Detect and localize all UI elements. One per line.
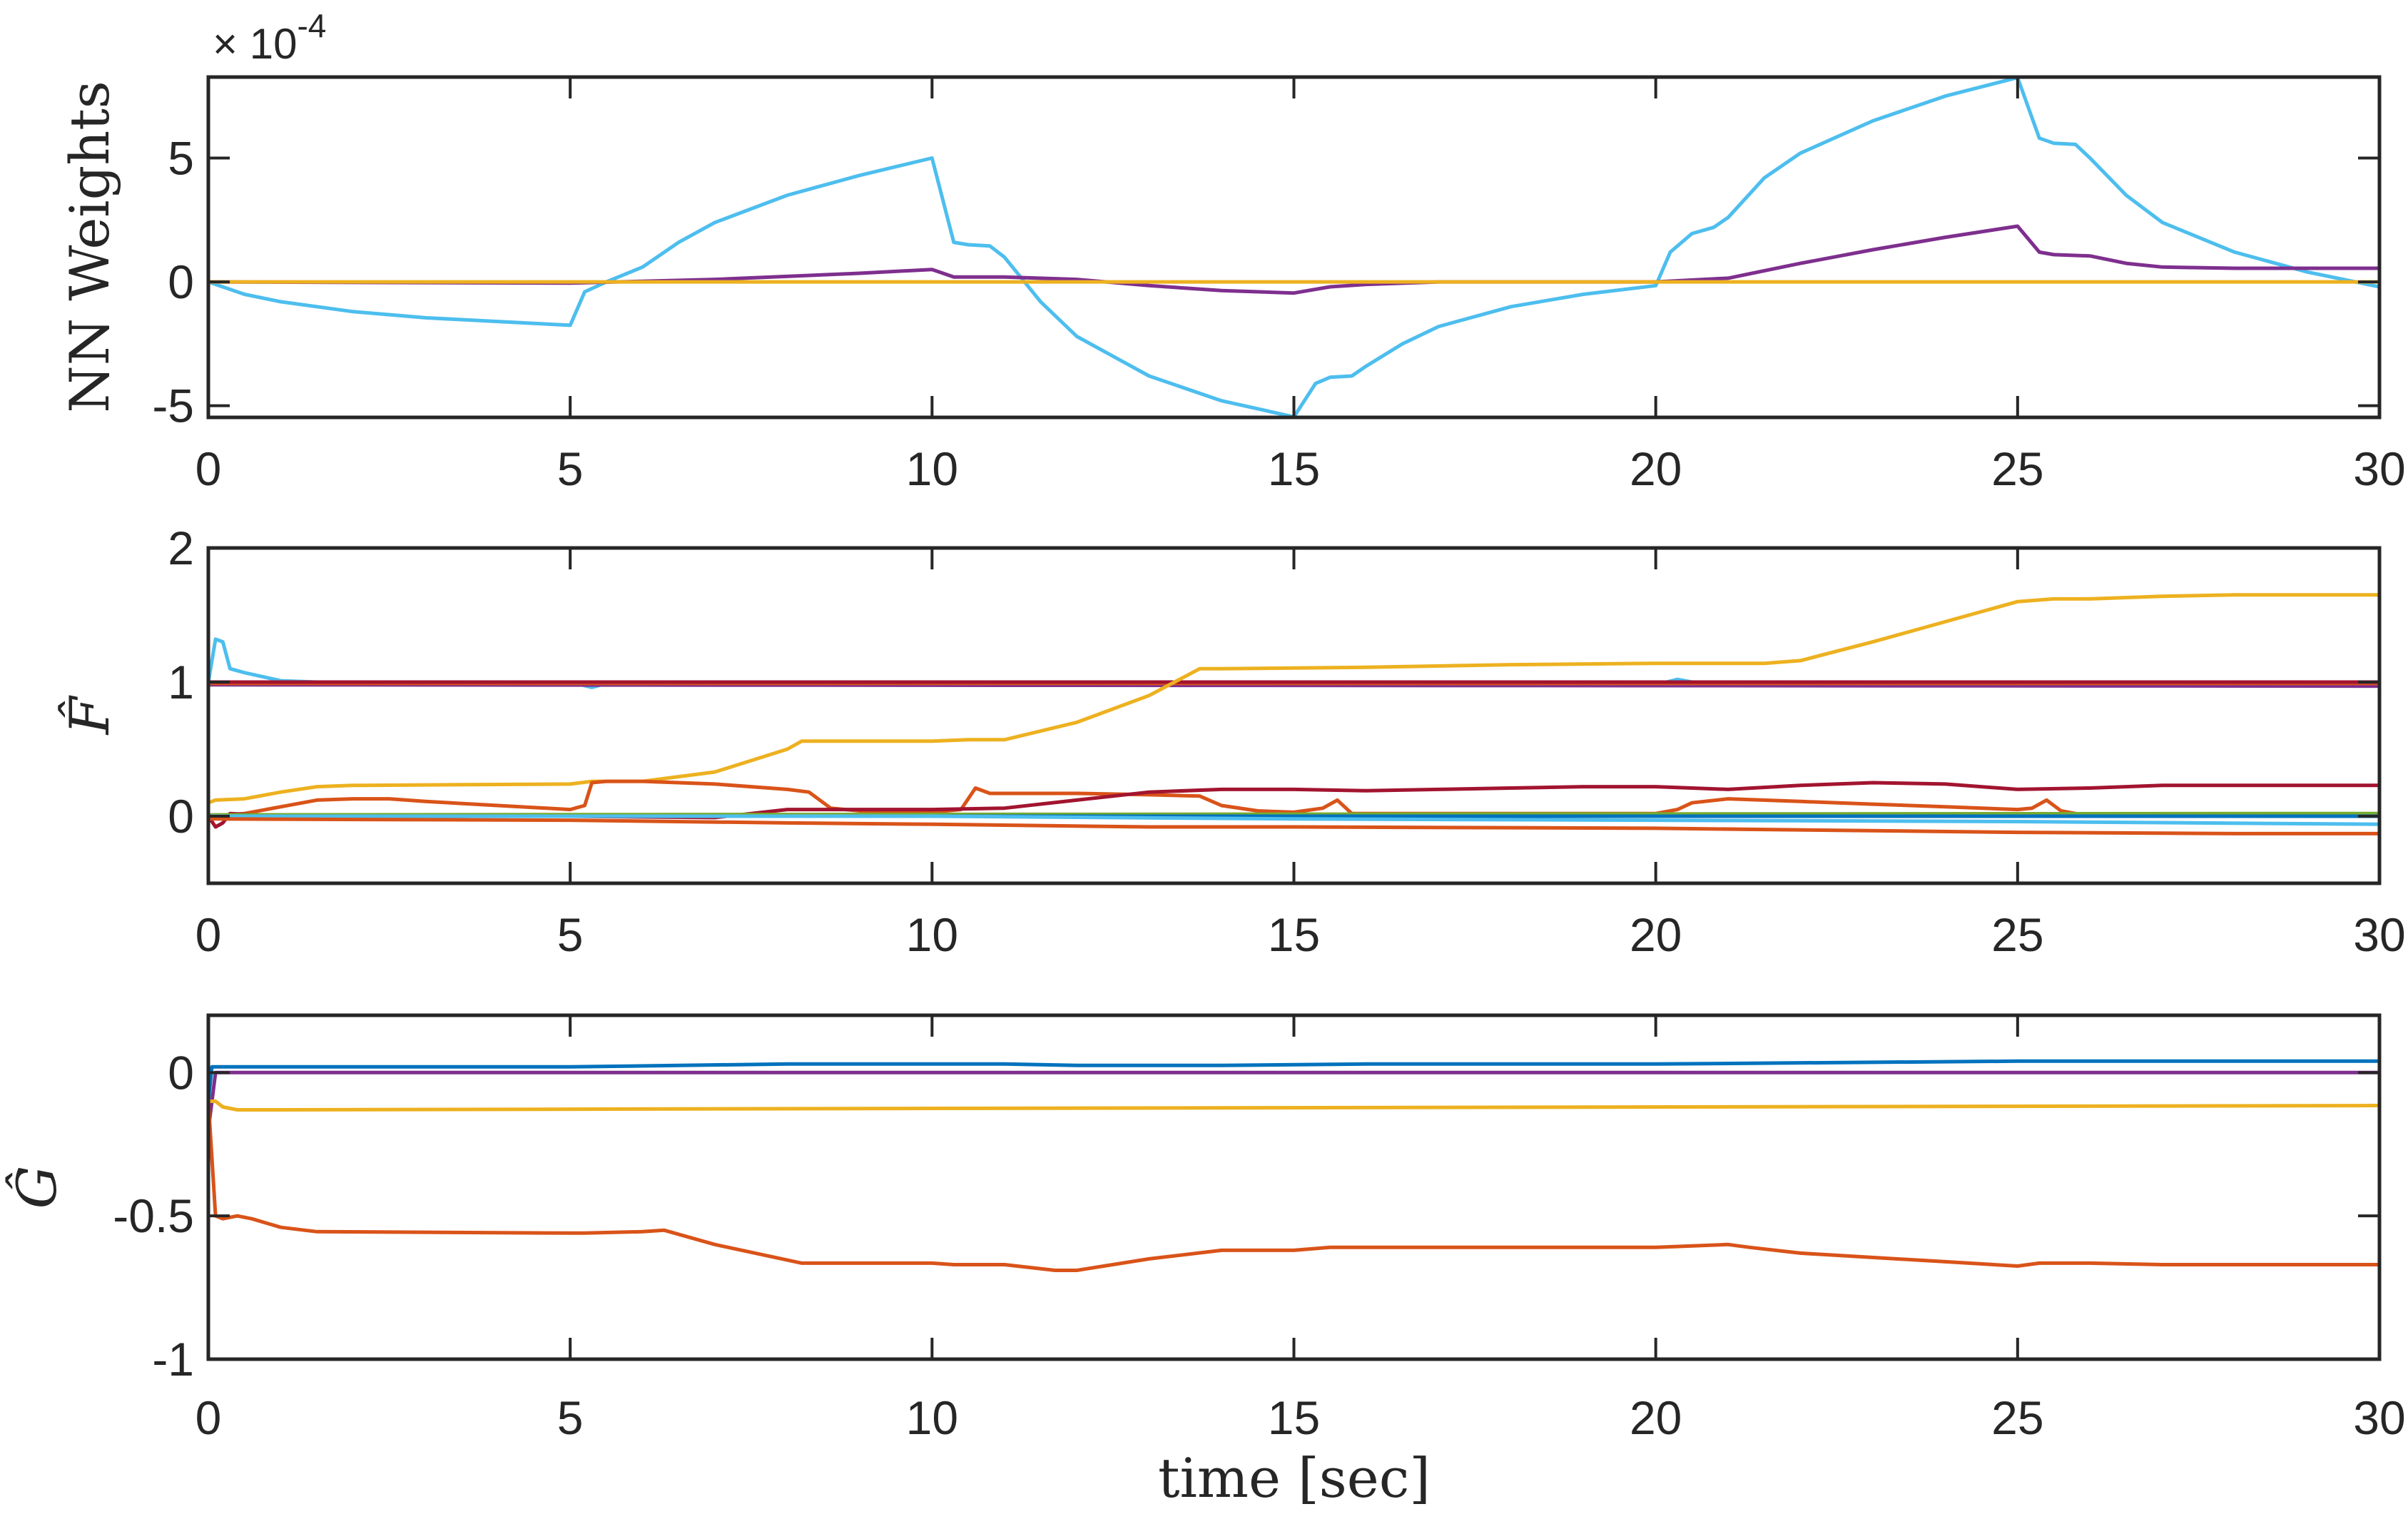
x-axis-label: time [sec] bbox=[1158, 1446, 1431, 1510]
x-tick-label: 5 bbox=[557, 908, 584, 961]
subplot-f-hat: 0 5 10 15 20 25 30 0 1 2 bbox=[168, 522, 2405, 961]
y-tick-label: 1 bbox=[168, 656, 194, 708]
y-tick-label: 0 bbox=[168, 1046, 194, 1099]
y-tick-label: -0.5 bbox=[113, 1189, 194, 1242]
y-axis-label-nn-weights: NN Weights bbox=[58, 81, 121, 413]
x-tick-label: 30 bbox=[2353, 908, 2405, 961]
x-tick-label: 10 bbox=[906, 1391, 958, 1444]
y-tick-label: 5 bbox=[168, 132, 194, 185]
plot-lines bbox=[208, 593, 2379, 835]
y-tick-label: 2 bbox=[168, 522, 194, 574]
x-tick-label: 15 bbox=[1268, 908, 1320, 961]
y-axis-label-g-hat: Ĝ bbox=[5, 1166, 68, 1209]
subplot-nn-weights: 0 5 10 15 20 25 30-505 bbox=[152, 75, 2406, 495]
plot-lines bbox=[208, 1059, 2379, 1272]
series-line-g_blue bbox=[208, 1059, 2379, 1102]
x-tick-label: 30 bbox=[2353, 1391, 2405, 1444]
subplot-g-hat: 0 5 10 15 20 25 30 -1 -0.5 0 bbox=[113, 1013, 2406, 1444]
y-axis-label-f-hat: F̂ bbox=[58, 695, 121, 736]
series-line-f_yellow bbox=[208, 593, 2379, 805]
y-tick-label: 0 bbox=[168, 790, 194, 843]
x-tick-label: 25 bbox=[1991, 908, 2043, 961]
x-tick-label: 5 bbox=[557, 442, 584, 495]
x-tick-label: 0 bbox=[195, 1391, 222, 1444]
series-line-f_lightblue_2 bbox=[208, 814, 2379, 826]
y-tick-label: -1 bbox=[152, 1333, 194, 1386]
x-tick-label: 0 bbox=[195, 908, 222, 961]
series-line-g_yellow bbox=[208, 1099, 2379, 1112]
axes-box bbox=[206, 75, 2382, 420]
x-tick-label: 25 bbox=[1991, 442, 2043, 495]
series-line-g_orange bbox=[208, 1101, 2379, 1272]
x-tick-label: 0 bbox=[195, 442, 222, 495]
y-tick-label: 0 bbox=[168, 255, 194, 308]
x-tick-label: 5 bbox=[557, 1391, 584, 1444]
x-tick-label: 20 bbox=[1630, 908, 1682, 961]
y-exponent-label: × 10-4 bbox=[213, 7, 326, 68]
series-line-w1 bbox=[208, 77, 2379, 417]
x-tick-label: 30 bbox=[2353, 442, 2405, 495]
x-tick-label: 10 bbox=[906, 908, 958, 961]
series-line-f_orange_3 bbox=[208, 817, 2379, 835]
series-line-f_orange_2 bbox=[208, 779, 2379, 818]
x-tick-label: 25 bbox=[1991, 1391, 2043, 1444]
x-tick-label: 15 bbox=[1268, 442, 1320, 495]
y-tick-label: -5 bbox=[152, 380, 194, 432]
x-tick-label: 20 bbox=[1630, 1391, 1682, 1444]
x-tick-label: 20 bbox=[1630, 442, 1682, 495]
plot-lines bbox=[208, 77, 2379, 417]
series-line-f_lightblue_1 bbox=[208, 637, 2379, 689]
x-tick-label: 15 bbox=[1268, 1391, 1320, 1444]
x-tick-label: 10 bbox=[906, 442, 958, 495]
series-line-g_purple bbox=[208, 1070, 2379, 1131]
